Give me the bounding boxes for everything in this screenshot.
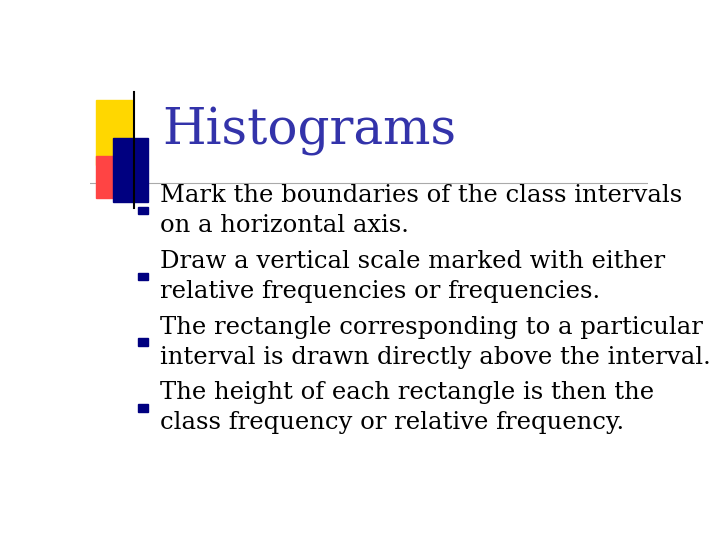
Bar: [96, 156, 132, 198]
Text: Mark the boundaries of the class intervals
on a horizontal axis.: Mark the boundaries of the class interva…: [160, 184, 682, 238]
Bar: [96, 100, 132, 165]
Bar: [138, 273, 148, 280]
Bar: [138, 404, 148, 411]
Bar: [114, 138, 148, 202]
Text: Draw a vertical scale marked with either
relative frequencies or frequencies.: Draw a vertical scale marked with either…: [160, 250, 665, 303]
Text: The height of each rectangle is then the
class frequency or relative frequency.: The height of each rectangle is then the…: [160, 381, 654, 435]
Text: Histograms: Histograms: [163, 106, 456, 156]
Bar: [138, 339, 148, 346]
Bar: [138, 207, 148, 214]
Text: The rectangle corresponding to a particular
interval is drawn directly above the: The rectangle corresponding to a particu…: [160, 315, 711, 369]
